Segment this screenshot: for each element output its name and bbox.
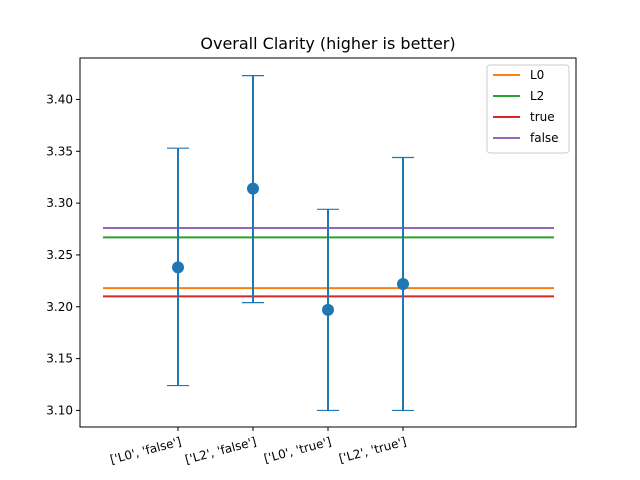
y-tick-label-5: 3.35 xyxy=(46,144,73,158)
legend-label-true: true xyxy=(530,110,555,124)
data-point-0 xyxy=(172,261,184,274)
y-axis: 3.10 3.15 3.20 3.25 3.30 3.35 3.40 xyxy=(46,92,80,417)
y-tick-label-4: 3.30 xyxy=(46,196,73,210)
legend-box xyxy=(486,64,570,154)
legend-label-L0: L0 xyxy=(530,68,544,82)
y-tick-label-2: 3.20 xyxy=(46,300,73,314)
chart-title: Overall Clarity (higher is better) xyxy=(200,34,455,53)
y-tick-label-1: 3.15 xyxy=(46,352,73,366)
data-point-3 xyxy=(397,277,409,290)
legend-label-false: false xyxy=(530,131,559,145)
data-point-2 xyxy=(322,303,334,316)
legend-label-L2: L2 xyxy=(530,89,544,103)
y-tick-label-3: 3.25 xyxy=(46,248,73,262)
data-point-1 xyxy=(247,182,259,195)
legend: L0 L2 true false xyxy=(486,64,570,154)
y-tick-label-6: 3.40 xyxy=(46,92,73,106)
y-tick-label-0: 3.10 xyxy=(46,403,73,417)
data-points xyxy=(172,182,409,316)
